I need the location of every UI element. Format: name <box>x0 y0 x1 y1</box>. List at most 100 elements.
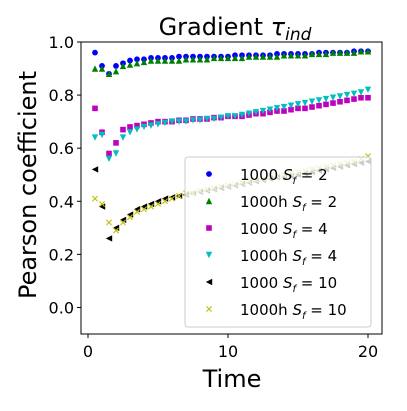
legend-label: 1000h Sf = 4 <box>240 247 337 268</box>
data-point <box>140 58 148 66</box>
data-point <box>105 70 113 78</box>
data-point <box>134 208 140 215</box>
legend-entry: 1000h Sf = 2 <box>205 193 337 214</box>
data-point <box>140 123 148 131</box>
legend-marker <box>205 251 213 259</box>
data-point <box>336 93 344 100</box>
data-point <box>127 214 133 221</box>
legend-label-part: = 2 <box>306 193 338 211</box>
data-point <box>245 53 253 60</box>
data-point <box>196 56 204 63</box>
data-point <box>113 227 119 234</box>
data-point <box>119 62 127 70</box>
y-tick-label: 0.2 <box>49 245 74 264</box>
data-point <box>112 68 120 75</box>
y-tick-label: 0.4 <box>49 192 74 211</box>
data-point <box>168 57 176 64</box>
data-point <box>91 65 99 72</box>
data-point <box>120 126 126 133</box>
data-point <box>288 106 294 113</box>
legend-label-part: = 4 <box>306 247 338 265</box>
legend-entry: 1000 Sf = 10 <box>205 274 337 295</box>
data-point <box>189 117 197 124</box>
legend-label-part: S <box>292 301 302 319</box>
data-point <box>308 98 316 105</box>
legend-label-part: f <box>302 257 307 268</box>
y-tick-label: 0.8 <box>49 86 74 105</box>
legend-label-part: S <box>292 247 302 265</box>
legend-label: 1000 Sf = 10 <box>240 274 337 295</box>
data-point <box>259 53 267 60</box>
data-point <box>182 56 190 63</box>
data-point <box>175 57 183 64</box>
legend-entry: 1000 Sf = 2 <box>206 166 328 187</box>
data-point <box>252 53 260 60</box>
data-point <box>134 122 140 129</box>
data-point <box>105 155 113 162</box>
x-tick-label: 20 <box>358 342 378 361</box>
legend-label: 1000h Sf = 2 <box>240 193 337 214</box>
x-tick-label: 10 <box>218 342 238 361</box>
data-point <box>350 90 358 97</box>
data-point <box>357 89 365 96</box>
legend-label-part: f <box>302 203 307 214</box>
data-point <box>112 150 120 157</box>
data-point <box>155 200 161 207</box>
data-point <box>231 113 239 120</box>
data-point <box>358 94 364 101</box>
data-point <box>176 53 182 60</box>
data-point <box>302 105 308 112</box>
chart-title-main: Gradient <box>159 13 271 41</box>
data-point <box>309 104 315 110</box>
data-point <box>210 54 218 62</box>
legend-label-part: S <box>283 274 293 292</box>
legend-label-part: 1000 <box>240 166 283 184</box>
legend-label-part: 1000h <box>240 193 292 211</box>
data-point <box>189 56 197 63</box>
data-point <box>196 117 204 124</box>
data-point <box>308 50 316 58</box>
data-point <box>295 105 301 112</box>
series-4 <box>91 86 372 162</box>
data-point <box>154 57 162 64</box>
data-point <box>344 97 350 104</box>
data-point <box>203 115 211 123</box>
data-point <box>329 94 337 101</box>
data-point <box>161 119 169 127</box>
legend-label: 1000h Sf = 10 <box>240 301 347 322</box>
data-point <box>92 105 98 112</box>
y-tick-label: 0.6 <box>49 139 74 158</box>
data-point <box>106 150 112 157</box>
data-point <box>210 115 218 123</box>
legend-marker <box>205 278 213 286</box>
series-1 <box>92 48 371 77</box>
y-axis: 0.0 0.2 0.4 0.6 0.8 1.0 <box>49 33 81 317</box>
legend-label-part: 1000h <box>240 301 292 319</box>
data-point <box>301 52 309 59</box>
data-point <box>99 200 105 207</box>
x-axis: 0 10 20 <box>83 334 378 361</box>
data-point <box>141 206 147 213</box>
data-point <box>176 192 182 199</box>
data-point <box>169 195 175 202</box>
chart-title-subscript: ind <box>285 25 311 45</box>
y-tick-label: 0.0 <box>49 298 74 317</box>
data-point <box>162 198 168 205</box>
legend-marker <box>205 197 213 205</box>
legend-label-part: S <box>283 166 293 184</box>
legend-label-part: f <box>302 311 307 322</box>
data-point <box>119 134 127 141</box>
data-point <box>266 53 274 60</box>
data-point <box>259 107 267 115</box>
data-point <box>133 126 141 133</box>
data-point <box>98 65 106 72</box>
data-point <box>91 166 99 173</box>
data-point <box>266 106 274 113</box>
data-point <box>238 54 246 62</box>
data-point <box>322 95 330 103</box>
data-point <box>217 54 225 62</box>
legend-entry: 1000h Sf = 4 <box>205 247 337 268</box>
data-point <box>113 140 119 146</box>
data-point <box>168 194 176 201</box>
legend-label-part: S <box>283 220 293 238</box>
